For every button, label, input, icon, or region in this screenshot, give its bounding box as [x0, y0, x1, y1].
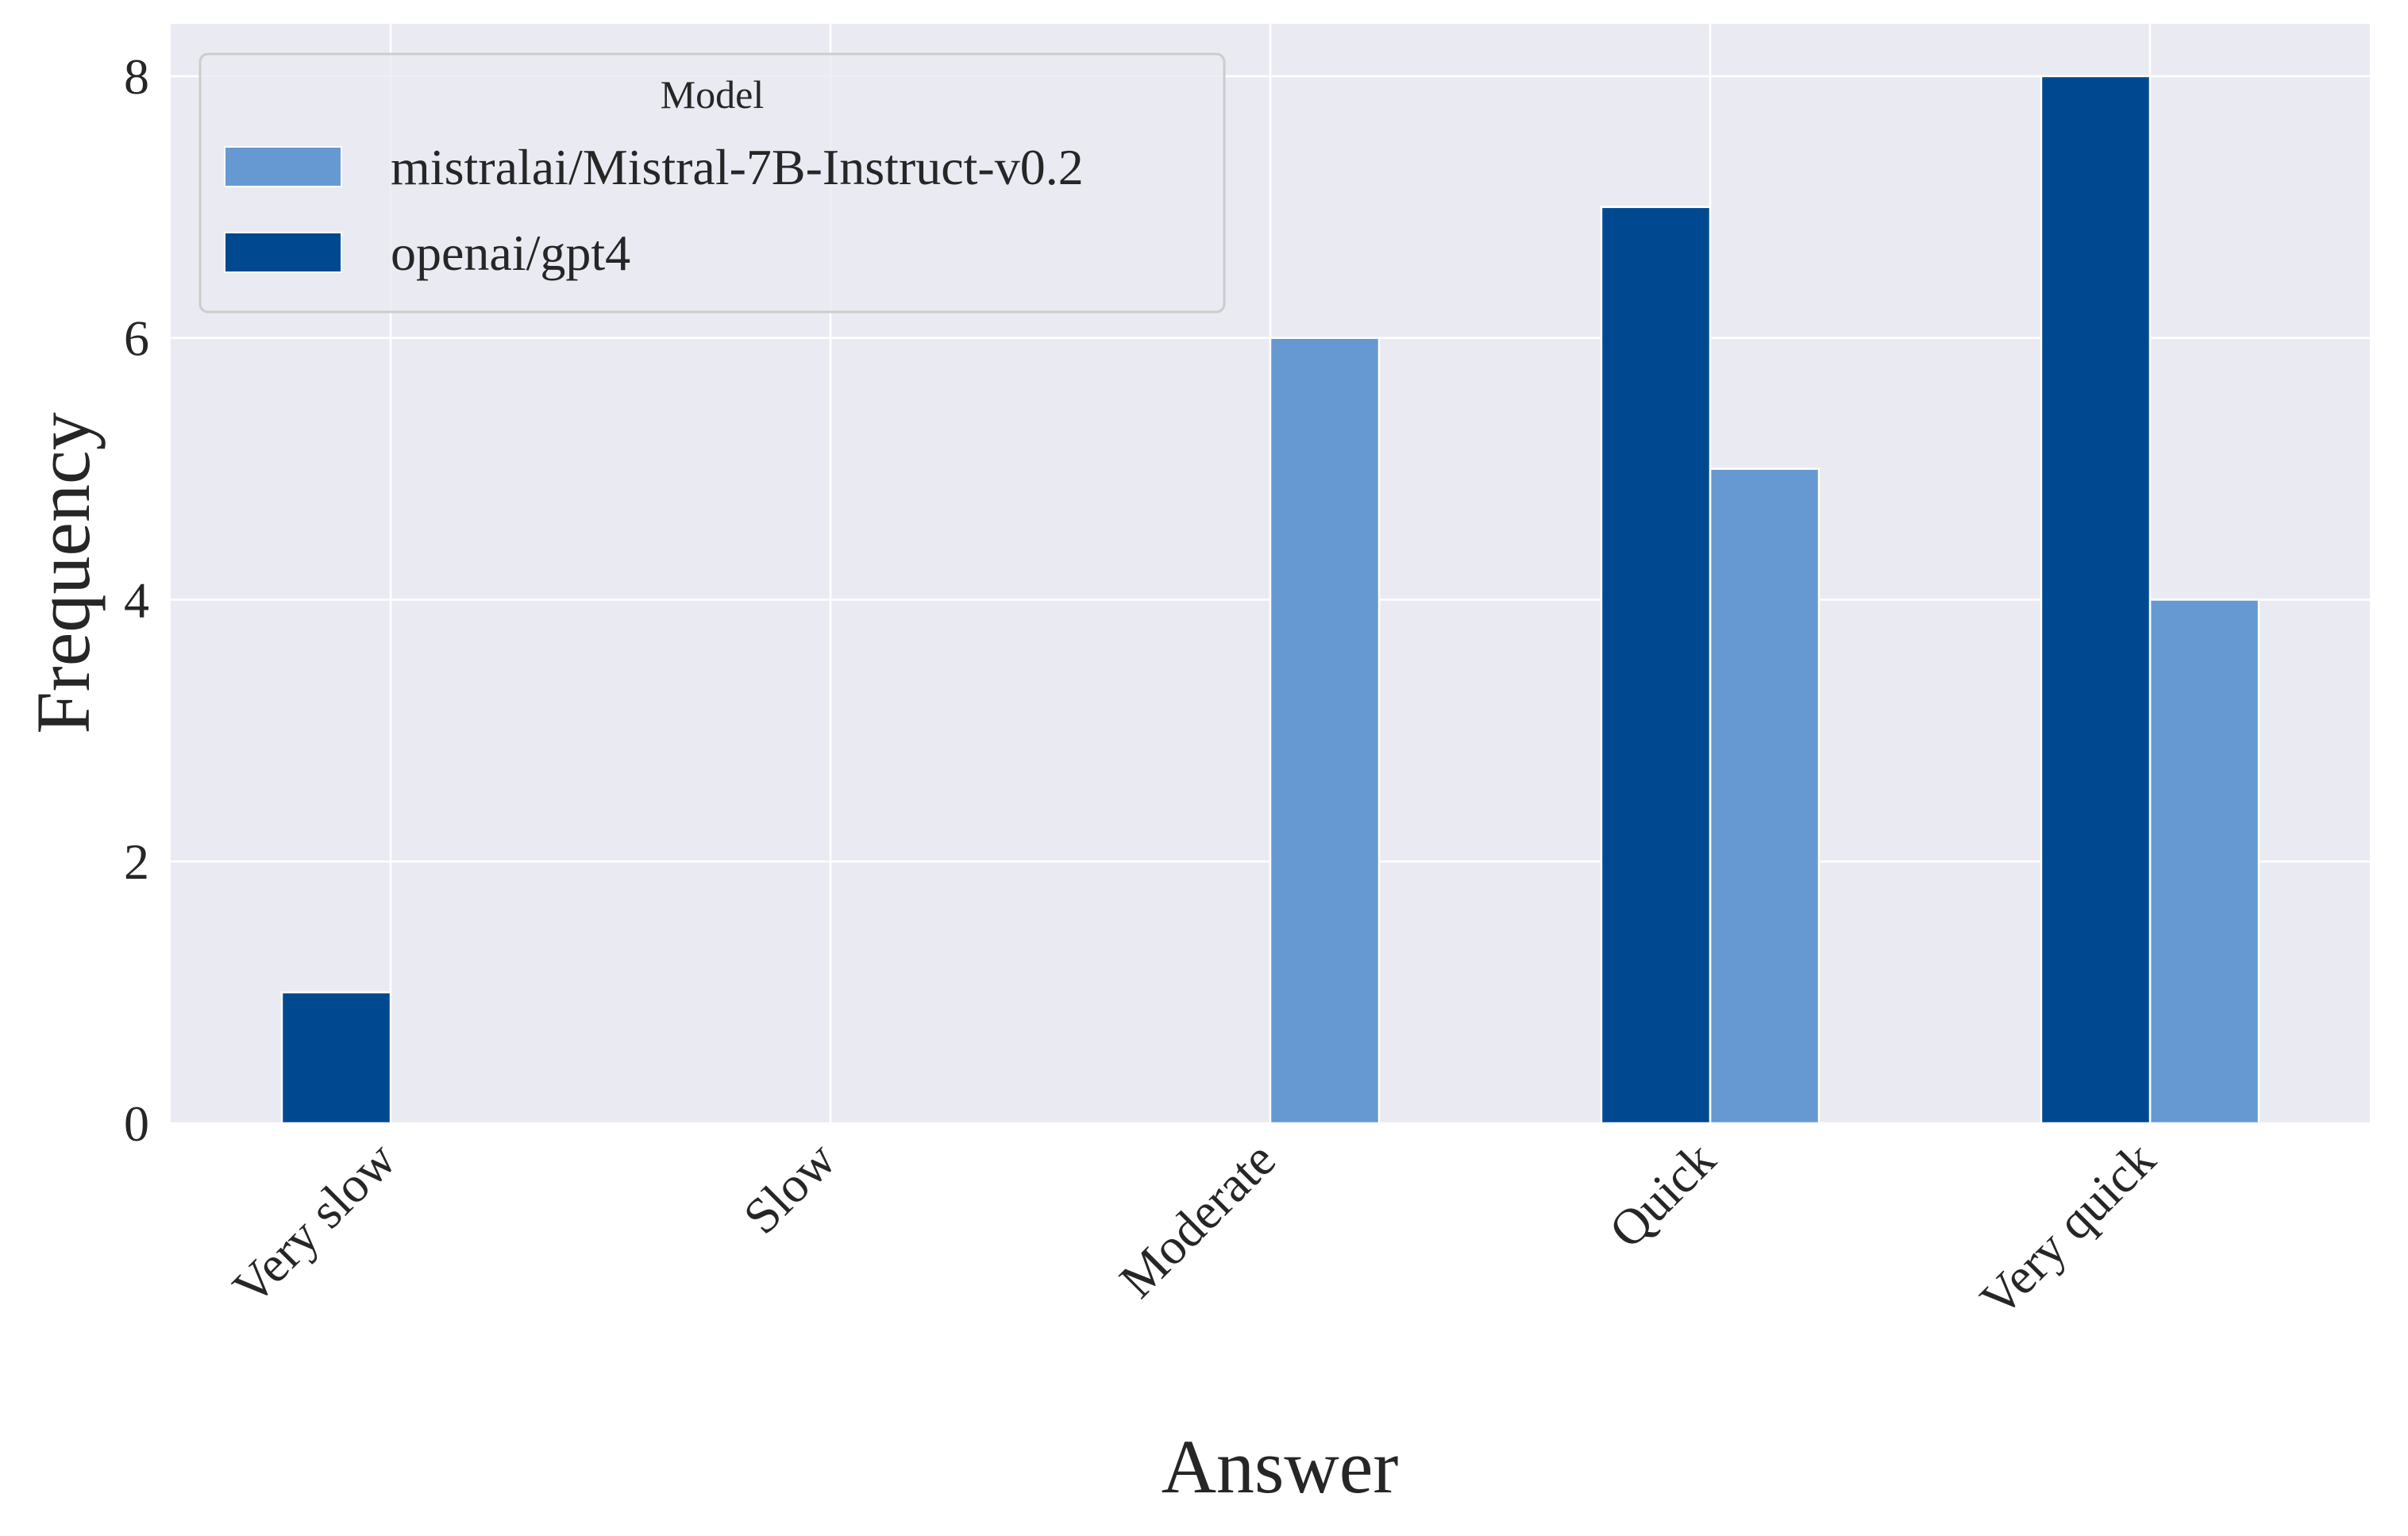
bar-gpt4-very-quick — [2040, 75, 2152, 1125]
bar-gpt4-quick — [1600, 206, 1712, 1125]
y-tick-label: 6 — [124, 310, 149, 367]
y-tick-label: 4 — [124, 572, 149, 628]
bar-gpt4-very-slow — [280, 991, 392, 1125]
legend-entries: mistralai/Mistral-7B-Instruct-v0.2 openai… — [224, 139, 1084, 281]
legend-title: Model — [661, 72, 765, 117]
x-axis-ticks: Very slow Slow Moderate Quick Very quick — [222, 1131, 2165, 1328]
y-tick-label: 2 — [124, 833, 149, 890]
x-axis-label: Answer — [1162, 1424, 1399, 1509]
legend: Model mistralai/Mistral-7B-Instruct-v0.2… — [198, 52, 1226, 314]
y-axis-label: Frequency — [21, 412, 106, 733]
y-tick-label: 0 — [124, 1095, 149, 1152]
bar-mistral-moderate — [1269, 337, 1381, 1125]
x-tick-label: Moderate — [1108, 1131, 1286, 1309]
y-tick-label: 8 — [124, 48, 149, 105]
x-tick-label: Very slow — [222, 1131, 406, 1315]
x-tick-label: Quick — [1598, 1131, 1726, 1259]
bars — [280, 75, 2260, 1125]
y-axis-ticks: 0 2 4 6 8 — [124, 48, 149, 1152]
legend-swatch — [224, 146, 342, 187]
bar-mistral-quick — [1709, 468, 1820, 1125]
legend-swatch — [224, 232, 342, 273]
legend-label: openai/gpt4 — [391, 225, 630, 281]
x-tick-label: Very quick — [1969, 1131, 2166, 1328]
x-tick-label: Slow — [733, 1131, 846, 1245]
bar-mistral-very-quick — [2148, 599, 2260, 1125]
legend-box — [198, 52, 1226, 314]
legend-label: mistralai/Mistral-7B-Instruct-v0.2 — [391, 139, 1084, 195]
